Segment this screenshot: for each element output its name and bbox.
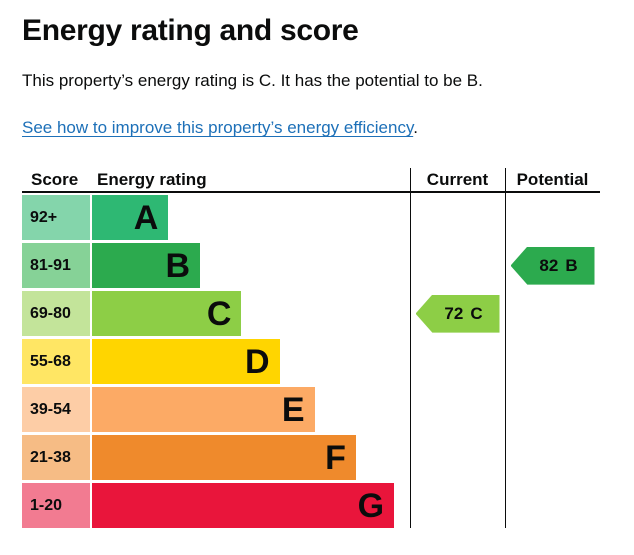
- rating-bar-d: D: [92, 339, 280, 385]
- header-current: Current: [426, 169, 489, 189]
- arrow-band-letter: B: [565, 255, 578, 275]
- rating-bar-area: A: [90, 195, 410, 241]
- rating-bar-area: F: [90, 435, 410, 481]
- header-score: Score: [31, 169, 79, 189]
- energy-band-row: 69-80 C 72 C: [22, 291, 600, 337]
- current-cell: [410, 483, 505, 528]
- score-range-label: 39-54: [22, 387, 90, 433]
- rating-bar-a: A: [92, 195, 169, 241]
- potential-cell: [505, 483, 600, 528]
- improve-link-line: See how to improve this property’s energ…: [22, 118, 612, 138]
- potential-column-divider: [505, 168, 506, 529]
- band-letter: A: [133, 198, 159, 237]
- score-range-label: 1-20: [22, 483, 90, 529]
- rating-bar-g: G: [92, 483, 395, 529]
- rating-bar-c: C: [92, 291, 242, 337]
- band-letter: C: [206, 294, 232, 333]
- energy-band-row: 1-20 G: [22, 483, 600, 529]
- rating-bar-area: D: [90, 339, 410, 385]
- band-letter: E: [281, 390, 305, 429]
- score-range-label: 55-68: [22, 339, 90, 385]
- energy-band-row: 21-38 F: [22, 435, 600, 481]
- band-letter: F: [325, 438, 346, 477]
- band-letter: G: [357, 486, 385, 525]
- current-cell: [410, 387, 505, 432]
- current-cell: [410, 243, 505, 288]
- potential-cell: 82 B: [505, 243, 600, 288]
- header-rating: Energy rating: [97, 169, 207, 189]
- rating-bar-e: E: [92, 387, 315, 433]
- rating-bar-area: C: [90, 291, 410, 337]
- rating-bar-area: G: [90, 483, 410, 529]
- rating-summary-text: This property’s energy rating is C. It h…: [22, 71, 483, 90]
- potential-cell: [505, 387, 600, 432]
- energy-band-row: 55-68 D: [22, 339, 600, 385]
- potential-cell: [505, 339, 600, 384]
- band-letter: B: [165, 246, 191, 285]
- energy-rating-chart: Score Energy rating Current Potential 92…: [22, 168, 600, 529]
- score-range-label: 81-91: [22, 243, 90, 289]
- page-title: Energy rating and score: [22, 14, 359, 47]
- band-letter: D: [245, 342, 270, 381]
- potential-rating-arrow: 82 B: [510, 246, 595, 285]
- rating-bar-area: E: [90, 387, 410, 433]
- score-range-label: 69-80: [22, 291, 90, 337]
- current-cell: [410, 339, 505, 384]
- arrow-band-letter: C: [470, 303, 483, 323]
- score-range-label: 92+: [22, 195, 90, 241]
- potential-cell: [505, 291, 600, 336]
- current-cell: [410, 195, 505, 240]
- chart-rows: 92+ A 81-91 B 82 B 69-80 C 72 C 55-68 D 39-54 E 21-38 F…: [22, 193, 600, 529]
- energy-rating-page: Energy rating and score This property’s …: [22, 14, 612, 529]
- potential-cell: [505, 195, 600, 240]
- chart-header-row: Score Energy rating Current Potential: [22, 168, 600, 194]
- energy-band-row: 81-91 B 82 B: [22, 243, 600, 289]
- header-potential: Potential: [516, 169, 589, 189]
- current-cell: 72 C: [410, 291, 505, 336]
- current-column-divider: [410, 168, 411, 529]
- improve-efficiency-link[interactable]: See how to improve this property’s energ…: [22, 118, 414, 138]
- arrow-score-value: 82: [539, 255, 559, 275]
- energy-band-row: 92+ A: [22, 195, 600, 241]
- current-rating-arrow: 72 C: [415, 294, 500, 333]
- energy-band-row: 39-54 E: [22, 387, 600, 433]
- potential-cell: [505, 435, 600, 480]
- arrow-score-value: 72: [444, 303, 464, 323]
- rating-bar-b: B: [92, 243, 201, 289]
- score-range-label: 21-38: [22, 435, 90, 481]
- link-suffix: .: [413, 118, 418, 138]
- rating-bar-f: F: [92, 435, 356, 481]
- current-cell: [410, 435, 505, 480]
- rating-bar-area: B: [90, 243, 410, 289]
